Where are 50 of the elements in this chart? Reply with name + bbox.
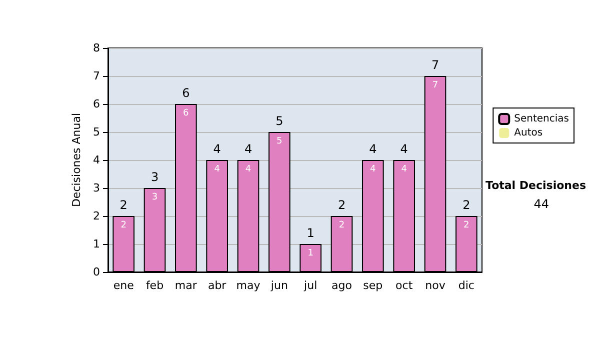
total-label: 2 [462, 198, 470, 212]
total-label: 2 [120, 198, 128, 212]
data-label: 2 [338, 220, 345, 230]
data-label: 2 [120, 220, 126, 230]
x-tick-label: sep [363, 279, 383, 292]
total-label: 4 [244, 142, 252, 156]
y-tick-label: 7 [93, 70, 100, 82]
data-label: 1 [308, 248, 314, 258]
x-tick-label: oct [396, 279, 414, 292]
x-tick-label: ago [332, 279, 352, 292]
total-label: 1 [306, 226, 314, 240]
data-label: 2 [464, 220, 470, 230]
x-tick-label: jul [303, 279, 318, 292]
data-label: 4 [214, 164, 220, 174]
legend-label: Sentencias [514, 114, 570, 124]
x-tick-label: abr [208, 279, 227, 292]
text: 44 [534, 197, 550, 211]
y-axis-title: Decisiones Anual [70, 112, 84, 208]
data-label: 4 [370, 164, 376, 174]
x-tick-label: nov [425, 279, 446, 292]
y-tick-label: 2 [93, 210, 100, 222]
data-label: 3 [152, 192, 158, 202]
x-tick-label: ene [113, 279, 134, 292]
data-label: 5 [276, 136, 282, 146]
y-tick-label: 0 [93, 266, 100, 278]
y-tick-label: 4 [93, 154, 100, 166]
y-tick-label: 8 [93, 42, 100, 54]
total-label: 7 [431, 58, 440, 72]
x-tick-label: dic [458, 279, 474, 292]
total-label: 5 [276, 114, 284, 128]
x-tick-label: feb [146, 279, 164, 292]
total-label: 4 [369, 142, 377, 156]
x-tick-label: jun [270, 279, 288, 292]
y-tick-label: 3 [93, 182, 100, 194]
data-label: 4 [401, 164, 408, 174]
x-tick-label: mar [174, 279, 198, 292]
data-label: 7 [432, 80, 438, 90]
total-label: 2 [338, 198, 346, 212]
data-label: 6 [183, 108, 190, 118]
data-label: 4 [245, 164, 252, 174]
total-label: 4 [400, 142, 408, 156]
x-tick-label: may [236, 279, 261, 292]
total-label: 6 [182, 86, 190, 100]
y-tick-label: 6 [93, 98, 100, 110]
y-tick-label: 5 [93, 126, 100, 138]
y-tick-label: 1 [93, 238, 100, 250]
total-label: 3 [150, 170, 159, 184]
legend-label: Autos [514, 128, 543, 138]
text: Total Decisiones [486, 179, 586, 192]
total-label: 4 [213, 142, 221, 156]
